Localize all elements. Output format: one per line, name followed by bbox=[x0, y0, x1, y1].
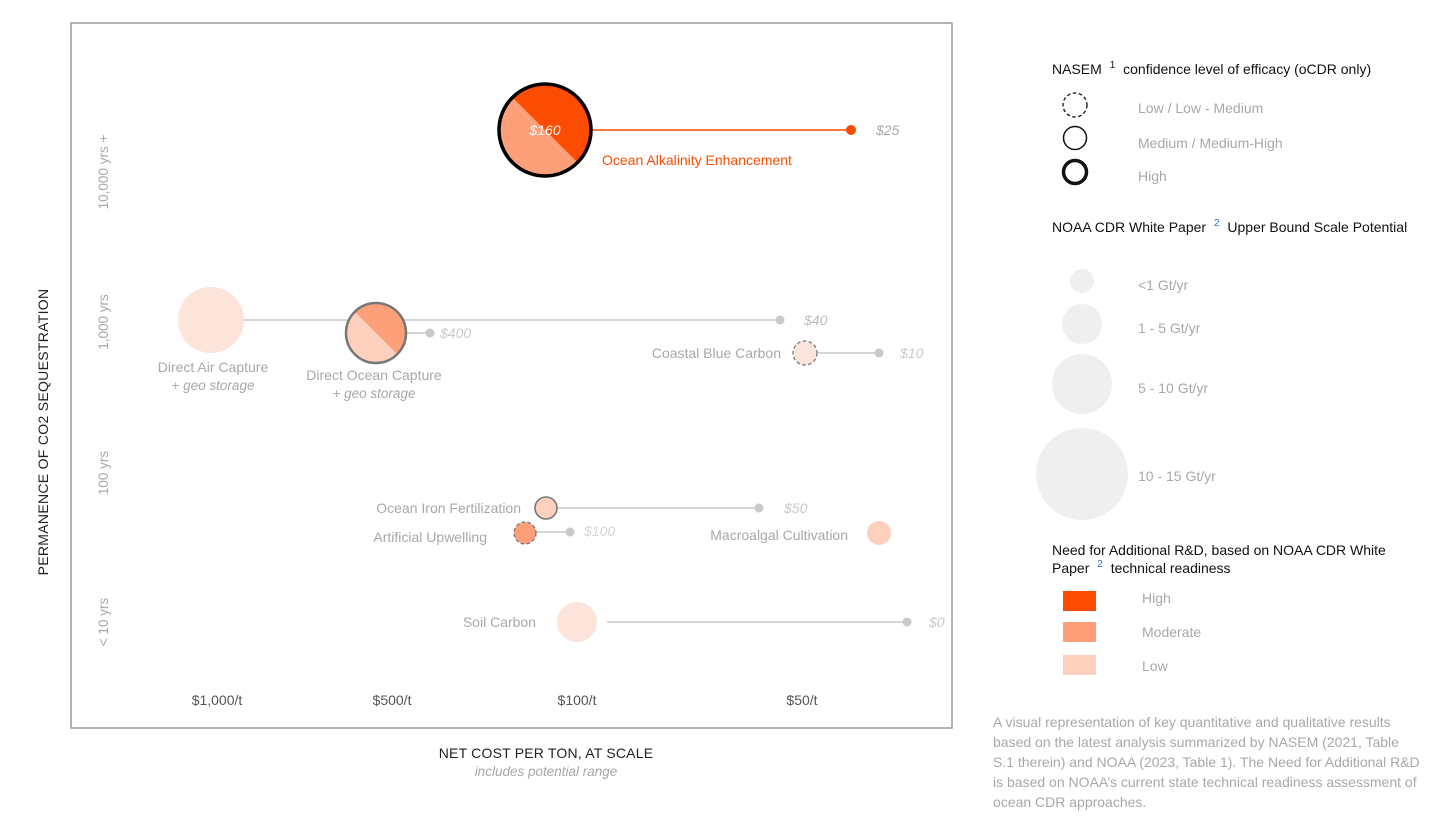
oif-label: Ocean Iron Fertilization bbox=[376, 500, 521, 516]
dac-label: Direct Air Capture bbox=[158, 359, 269, 375]
legend-scale-2-swatch bbox=[1062, 304, 1102, 344]
cbc-label: Coastal Blue Carbon bbox=[652, 345, 781, 361]
oif-low-cost-label: $50 bbox=[783, 500, 808, 516]
oae-label: Ocean Alkalinity Enhancement bbox=[602, 152, 792, 168]
doc-label: Direct Ocean Capture bbox=[306, 367, 442, 383]
legend-confidence-high-label: High bbox=[1138, 168, 1167, 184]
legend-scale-3-swatch bbox=[1052, 354, 1112, 414]
legend-confidence-title: NASEM 1 confidence level of efficacy (oC… bbox=[1052, 55, 1371, 77]
dac-sublabel: + geo storage bbox=[172, 378, 255, 393]
oae-low-cost-label: $25 bbox=[875, 122, 900, 138]
dac-range-end-dot bbox=[775, 315, 785, 325]
legend-rd-high-label: High bbox=[1142, 590, 1171, 606]
legend-scale-1-label: <1 Gt/yr bbox=[1138, 277, 1189, 293]
oif-bubble bbox=[534, 496, 558, 520]
mac-label: Macroalgal Cultivation bbox=[710, 527, 848, 543]
cbc-low-cost-label: $10 bbox=[899, 345, 924, 361]
plot-frame bbox=[70, 22, 953, 729]
soil-range-end-dot bbox=[902, 617, 912, 627]
mac-bubble bbox=[867, 521, 891, 545]
legend-confidence-medium-label: Medium / Medium-High bbox=[1138, 135, 1283, 151]
legend-scale-4-label: 10 - 15 Gt/yr bbox=[1138, 468, 1216, 484]
figure-caption: A visual representation of key quantitat… bbox=[993, 714, 1420, 810]
au-bubble bbox=[513, 521, 537, 545]
legend-rd-low-swatch bbox=[1063, 655, 1096, 675]
au-label: Artificial Upwelling bbox=[373, 529, 487, 545]
soil-low-cost-label: $0 bbox=[928, 614, 945, 630]
legend-rd-moderate-label: Moderate bbox=[1142, 624, 1201, 640]
legend-rd-title-rest: technical readiness bbox=[1111, 560, 1231, 576]
x-tick-1000: $1,000/t bbox=[192, 692, 243, 708]
legend-confidence-title-rest: confidence level of efficacy (oCDR only) bbox=[1123, 61, 1371, 77]
legend-rd-low-label: Low bbox=[1142, 658, 1169, 674]
legend-confidence-high-swatch bbox=[1061, 158, 1089, 186]
legend-confidence-sup: 1 bbox=[1110, 60, 1116, 71]
legend-confidence-medium-swatch bbox=[1062, 125, 1088, 151]
doc-range-end-dot bbox=[425, 328, 435, 338]
oae-high-cost-label: $160 bbox=[528, 122, 560, 138]
au-low-cost-label: $100 bbox=[583, 523, 615, 539]
legend-rd-high-swatch bbox=[1063, 591, 1096, 611]
legend-confidence-low-swatch bbox=[1062, 92, 1088, 118]
y-tick-1000: 1,000 yrs bbox=[96, 294, 111, 350]
y-tick-10: < 10 yrs bbox=[96, 598, 111, 647]
soil-bubble bbox=[557, 602, 597, 642]
y-axis-title: PERMANENCE OF CO2 SEQUESTRATION bbox=[35, 289, 51, 576]
x-axis-title: NET COST PER TON, AT SCALE bbox=[439, 745, 654, 761]
x-tick-50: $50/t bbox=[786, 692, 817, 708]
dac-low-cost-label: $40 bbox=[803, 312, 828, 328]
legend-rd-title-line1: Need for Additional R&D, based on NOAA C… bbox=[1052, 542, 1386, 558]
oif-range-end-dot bbox=[754, 503, 764, 513]
y-tick-10000: 10,000 yrs + bbox=[96, 135, 111, 210]
legend-confidence-title-lead: NASEM bbox=[1052, 61, 1102, 77]
legend-scale-title-rest: Upper Bound Scale Potential bbox=[1227, 219, 1407, 235]
legend-scale-3-label: 5 - 10 Gt/yr bbox=[1138, 380, 1208, 396]
legend-scale-2-label: 1 - 5 Gt/yr bbox=[1138, 320, 1201, 336]
doc-sublabel: + geo storage bbox=[333, 386, 416, 401]
legend-rd-moderate-swatch bbox=[1063, 622, 1096, 642]
au-range-end-dot bbox=[565, 527, 575, 537]
legend-scale-4-swatch bbox=[1036, 428, 1128, 520]
doc-confidence-ring bbox=[344, 301, 408, 365]
y-tick-100: 100 yrs bbox=[96, 451, 111, 496]
legend-rd-title-line2: Paper 2 technical readiness bbox=[1052, 554, 1231, 576]
oae-confidence-ring bbox=[497, 82, 593, 178]
legend-confidence-low-label: Low / Low - Medium bbox=[1138, 100, 1263, 116]
oae-range-end-dot bbox=[846, 125, 856, 135]
legend-rd-sup: 2 bbox=[1097, 559, 1103, 570]
x-axis-subtitle: includes potential range bbox=[475, 764, 618, 779]
doc-low-cost-label: $400 bbox=[439, 325, 471, 341]
cbc-bubble bbox=[792, 340, 818, 366]
legend-scale-1-swatch bbox=[1070, 269, 1094, 293]
legend-scale-title: NOAA CDR White Paper 2 Upper Bound Scale… bbox=[1052, 213, 1407, 235]
x-tick-100: $100/t bbox=[558, 692, 597, 708]
doc-bubble bbox=[346, 303, 406, 363]
oae-bubble bbox=[499, 84, 591, 176]
dac-bubble bbox=[178, 287, 244, 353]
soil-label: Soil Carbon bbox=[463, 614, 536, 630]
legend-scale-sup: 2 bbox=[1214, 218, 1220, 229]
legend-scale-title-lead: NOAA CDR White Paper bbox=[1052, 219, 1206, 235]
cbc-range-end-dot bbox=[874, 348, 884, 358]
legend-rd-title-lead: Paper bbox=[1052, 560, 1090, 576]
x-tick-500: $500/t bbox=[373, 692, 412, 708]
